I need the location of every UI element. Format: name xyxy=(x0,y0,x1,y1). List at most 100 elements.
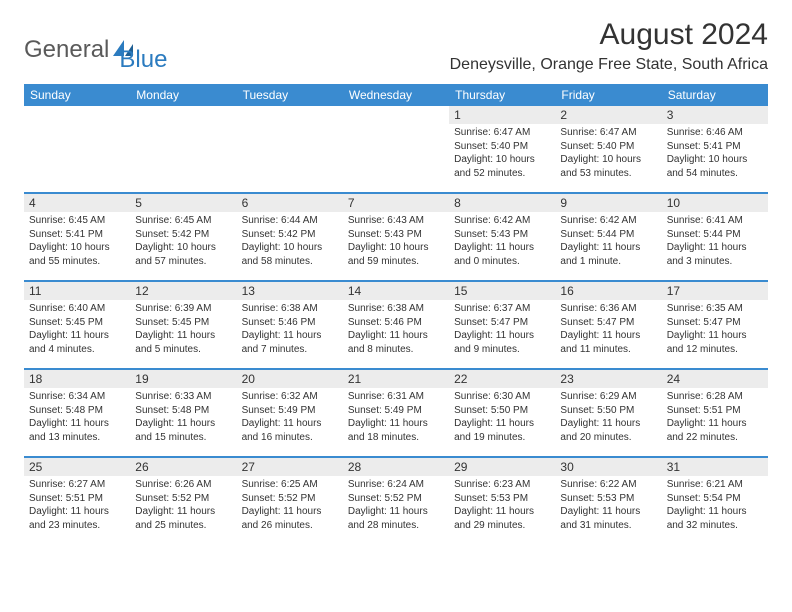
day-header-saturday: Saturday xyxy=(662,84,768,106)
day-details: Sunrise: 6:46 AMSunset: 5:41 PMDaylight:… xyxy=(662,124,768,182)
sunset-text: Sunset: 5:49 PM xyxy=(348,404,444,418)
sunrise-text: Sunrise: 6:25 AM xyxy=(242,478,338,492)
daylight-text: Daylight: 11 hours and 7 minutes. xyxy=(242,329,338,356)
day-cell: 31Sunrise: 6:21 AMSunset: 5:54 PMDayligh… xyxy=(662,458,768,544)
daylight-text: Daylight: 11 hours and 9 minutes. xyxy=(454,329,550,356)
day-number: 9 xyxy=(555,194,661,212)
sunrise-text: Sunrise: 6:27 AM xyxy=(29,478,125,492)
day-details: Sunrise: 6:47 AMSunset: 5:40 PMDaylight:… xyxy=(449,124,555,182)
daylight-text: Daylight: 11 hours and 4 minutes. xyxy=(29,329,125,356)
day-header-thursday: Thursday xyxy=(449,84,555,106)
sunset-text: Sunset: 5:42 PM xyxy=(135,228,231,242)
daylight-text: Daylight: 11 hours and 31 minutes. xyxy=(560,505,656,532)
daylight-text: Daylight: 11 hours and 16 minutes. xyxy=(242,417,338,444)
location: Deneysville, Orange Free State, South Af… xyxy=(450,56,768,74)
day-details: Sunrise: 6:22 AMSunset: 5:53 PMDaylight:… xyxy=(555,476,661,534)
day-number: 26 xyxy=(130,458,236,476)
daylight-text: Daylight: 11 hours and 20 minutes. xyxy=(560,417,656,444)
sunrise-text: Sunrise: 6:35 AM xyxy=(667,302,763,316)
daylight-text: Daylight: 10 hours and 55 minutes. xyxy=(29,241,125,268)
day-cell: 4Sunrise: 6:45 AMSunset: 5:41 PMDaylight… xyxy=(24,194,130,280)
day-details: Sunrise: 6:37 AMSunset: 5:47 PMDaylight:… xyxy=(449,300,555,358)
day-details: Sunrise: 6:38 AMSunset: 5:46 PMDaylight:… xyxy=(343,300,449,358)
day-cell: 25Sunrise: 6:27 AMSunset: 5:51 PMDayligh… xyxy=(24,458,130,544)
sunrise-text: Sunrise: 6:23 AM xyxy=(454,478,550,492)
sunrise-text: Sunrise: 6:33 AM xyxy=(135,390,231,404)
day-details: Sunrise: 6:34 AMSunset: 5:48 PMDaylight:… xyxy=(24,388,130,446)
day-header-friday: Friday xyxy=(555,84,661,106)
header: General Blue August 2024 Deneysville, Or… xyxy=(0,0,792,74)
sunrise-text: Sunrise: 6:42 AM xyxy=(454,214,550,228)
sunset-text: Sunset: 5:45 PM xyxy=(135,316,231,330)
day-cell: 1Sunrise: 6:47 AMSunset: 5:40 PMDaylight… xyxy=(449,106,555,192)
day-number: 27 xyxy=(237,458,343,476)
daylight-text: Daylight: 11 hours and 5 minutes. xyxy=(135,329,231,356)
day-number: 22 xyxy=(449,370,555,388)
day-cell: 6Sunrise: 6:44 AMSunset: 5:42 PMDaylight… xyxy=(237,194,343,280)
empty-cell xyxy=(130,106,236,192)
sunrise-text: Sunrise: 6:32 AM xyxy=(242,390,338,404)
week-row: 25Sunrise: 6:27 AMSunset: 5:51 PMDayligh… xyxy=(24,456,768,544)
day-cell: 7Sunrise: 6:43 AMSunset: 5:43 PMDaylight… xyxy=(343,194,449,280)
day-details: Sunrise: 6:24 AMSunset: 5:52 PMDaylight:… xyxy=(343,476,449,534)
day-header-wednesday: Wednesday xyxy=(343,84,449,106)
day-cell: 17Sunrise: 6:35 AMSunset: 5:47 PMDayligh… xyxy=(662,282,768,368)
day-cell: 11Sunrise: 6:40 AMSunset: 5:45 PMDayligh… xyxy=(24,282,130,368)
day-number: 3 xyxy=(662,106,768,124)
day-header-monday: Monday xyxy=(130,84,236,106)
sunset-text: Sunset: 5:47 PM xyxy=(454,316,550,330)
day-header-sunday: Sunday xyxy=(24,84,130,106)
sunset-text: Sunset: 5:52 PM xyxy=(348,492,444,506)
sunset-text: Sunset: 5:44 PM xyxy=(560,228,656,242)
day-header-tuesday: Tuesday xyxy=(237,84,343,106)
sunrise-text: Sunrise: 6:37 AM xyxy=(454,302,550,316)
sunset-text: Sunset: 5:51 PM xyxy=(667,404,763,418)
empty-cell xyxy=(24,106,130,192)
logo-text-general: General xyxy=(24,36,109,64)
week-row: 18Sunrise: 6:34 AMSunset: 5:48 PMDayligh… xyxy=(24,368,768,456)
sunrise-text: Sunrise: 6:24 AM xyxy=(348,478,444,492)
day-header-row: Sunday Monday Tuesday Wednesday Thursday… xyxy=(24,84,768,106)
day-cell: 9 Sunrise: 6:42 AMSunset: 5:44 PMDaylight… xyxy=(555,194,661,280)
daylight-text: Daylight: 11 hours and 13 minutes. xyxy=(29,417,125,444)
day-number: 13 xyxy=(237,282,343,300)
day-details: Sunrise: 6:40 AMSunset: 5:45 PMDaylight:… xyxy=(24,300,130,358)
day-details: Sunrise: 6:45 AMSunset: 5:41 PMDaylight:… xyxy=(24,212,130,270)
day-cell: 2Sunrise: 6:47 AMSunset: 5:40 PMDaylight… xyxy=(555,106,661,192)
sunrise-text: Sunrise: 6:36 AM xyxy=(560,302,656,316)
calendar: Sunday Monday Tuesday Wednesday Thursday… xyxy=(24,84,768,544)
day-number: 2 xyxy=(555,106,661,124)
day-details: Sunrise: 6:31 AMSunset: 5:49 PMDaylight:… xyxy=(343,388,449,446)
sunrise-text: Sunrise: 6:22 AM xyxy=(560,478,656,492)
sunrise-text: Sunrise: 6:42 AM xyxy=(560,214,656,228)
day-cell: 18Sunrise: 6:34 AMSunset: 5:48 PMDayligh… xyxy=(24,370,130,456)
day-details: Sunrise: 6:32 AMSunset: 5:49 PMDaylight:… xyxy=(237,388,343,446)
day-details: Sunrise: 6:41 AMSunset: 5:44 PMDaylight:… xyxy=(662,212,768,270)
day-details: Sunrise: 6:45 AMSunset: 5:42 PMDaylight:… xyxy=(130,212,236,270)
sunrise-text: Sunrise: 6:47 AM xyxy=(454,126,550,140)
daylight-text: Daylight: 11 hours and 23 minutes. xyxy=(29,505,125,532)
daylight-text: Daylight: 11 hours and 1 minute. xyxy=(560,241,656,268)
day-cell: 5Sunrise: 6:45 AMSunset: 5:42 PMDaylight… xyxy=(130,194,236,280)
day-cell: 19Sunrise: 6:33 AMSunset: 5:48 PMDayligh… xyxy=(130,370,236,456)
daylight-text: Daylight: 11 hours and 0 minutes. xyxy=(454,241,550,268)
day-number: 10 xyxy=(662,194,768,212)
day-number: 14 xyxy=(343,282,449,300)
day-number: 19 xyxy=(130,370,236,388)
empty-cell xyxy=(237,106,343,192)
logo: General Blue xyxy=(24,26,167,74)
empty-cell xyxy=(343,106,449,192)
day-cell: 28Sunrise: 6:24 AMSunset: 5:52 PMDayligh… xyxy=(343,458,449,544)
daylight-text: Daylight: 11 hours and 26 minutes. xyxy=(242,505,338,532)
sunset-text: Sunset: 5:53 PM xyxy=(454,492,550,506)
daylight-text: Daylight: 10 hours and 58 minutes. xyxy=(242,241,338,268)
day-details: Sunrise: 6:33 AMSunset: 5:48 PMDaylight:… xyxy=(130,388,236,446)
day-number: 15 xyxy=(449,282,555,300)
sunset-text: Sunset: 5:54 PM xyxy=(667,492,763,506)
daylight-text: Daylight: 11 hours and 32 minutes. xyxy=(667,505,763,532)
sunrise-text: Sunrise: 6:40 AM xyxy=(29,302,125,316)
day-details: Sunrise: 6:21 AMSunset: 5:54 PMDaylight:… xyxy=(662,476,768,534)
day-number: 8 xyxy=(449,194,555,212)
day-cell: 27Sunrise: 6:25 AMSunset: 5:52 PMDayligh… xyxy=(237,458,343,544)
sunrise-text: Sunrise: 6:31 AM xyxy=(348,390,444,404)
